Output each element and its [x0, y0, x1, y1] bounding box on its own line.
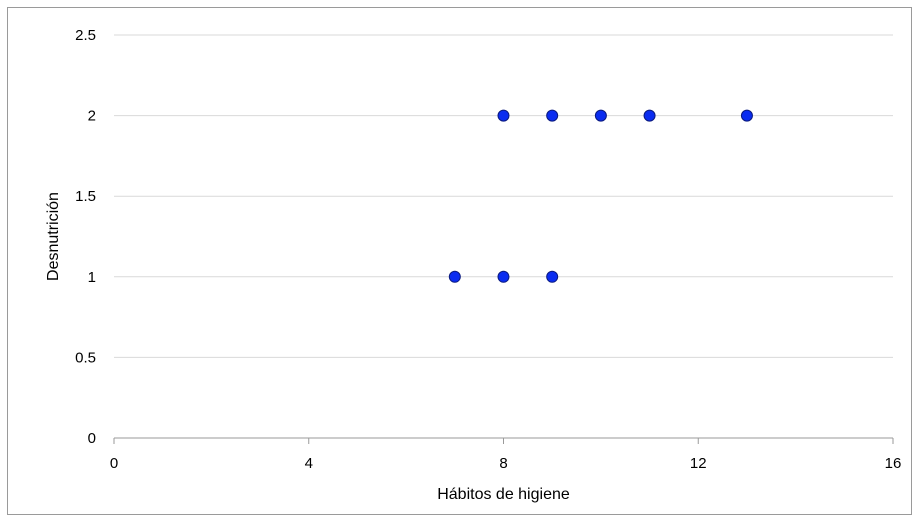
- y-tick-labels: 0 0.5 1 1.5 2 2.5: [75, 27, 96, 447]
- data-point: [740, 109, 753, 122]
- data-point: [448, 270, 461, 283]
- chart-frame: [7, 7, 912, 515]
- y-tick-label: 0: [88, 430, 96, 447]
- data-point: [546, 270, 559, 283]
- y-axis-title: Desnutrición: [45, 192, 62, 281]
- x-tick-label: 8: [499, 455, 507, 472]
- data-point: [643, 109, 656, 122]
- data-point: [497, 109, 510, 122]
- x-tick-label: 16: [885, 455, 902, 472]
- data-point: [594, 109, 607, 122]
- y-tick-label: 2.5: [75, 27, 96, 44]
- x-tick-label: 4: [305, 455, 313, 472]
- axes: [113, 437, 894, 444]
- y-tick-label: 2: [88, 108, 96, 125]
- data-points: [448, 109, 753, 283]
- gridlines: [114, 34, 893, 358]
- x-axis-title: Hábitos de higiene: [437, 486, 570, 503]
- y-tick-label: 1: [88, 269, 96, 286]
- x-tick-label: 12: [690, 455, 707, 472]
- y-tick-label: 1.5: [75, 188, 96, 205]
- x-tick-label: 0: [110, 455, 118, 472]
- data-point: [497, 270, 510, 283]
- data-point: [546, 109, 559, 122]
- y-tick-label: 0.5: [75, 349, 96, 366]
- x-tick-labels: 0 4 8 12 16: [110, 455, 902, 472]
